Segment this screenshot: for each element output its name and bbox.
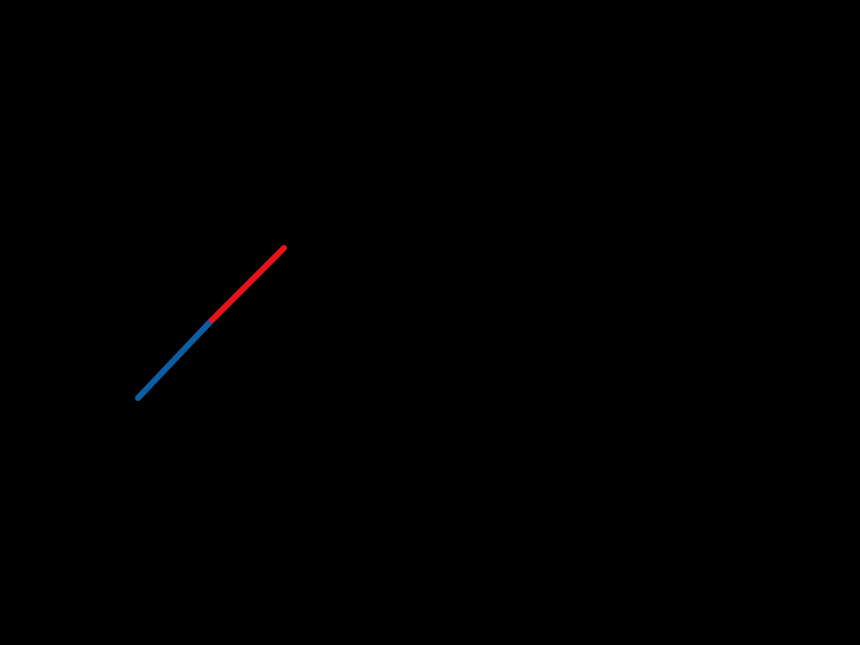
series-group (135, 245, 287, 401)
line-blue-segment (135, 317, 215, 401)
line-red-segment (209, 245, 287, 323)
